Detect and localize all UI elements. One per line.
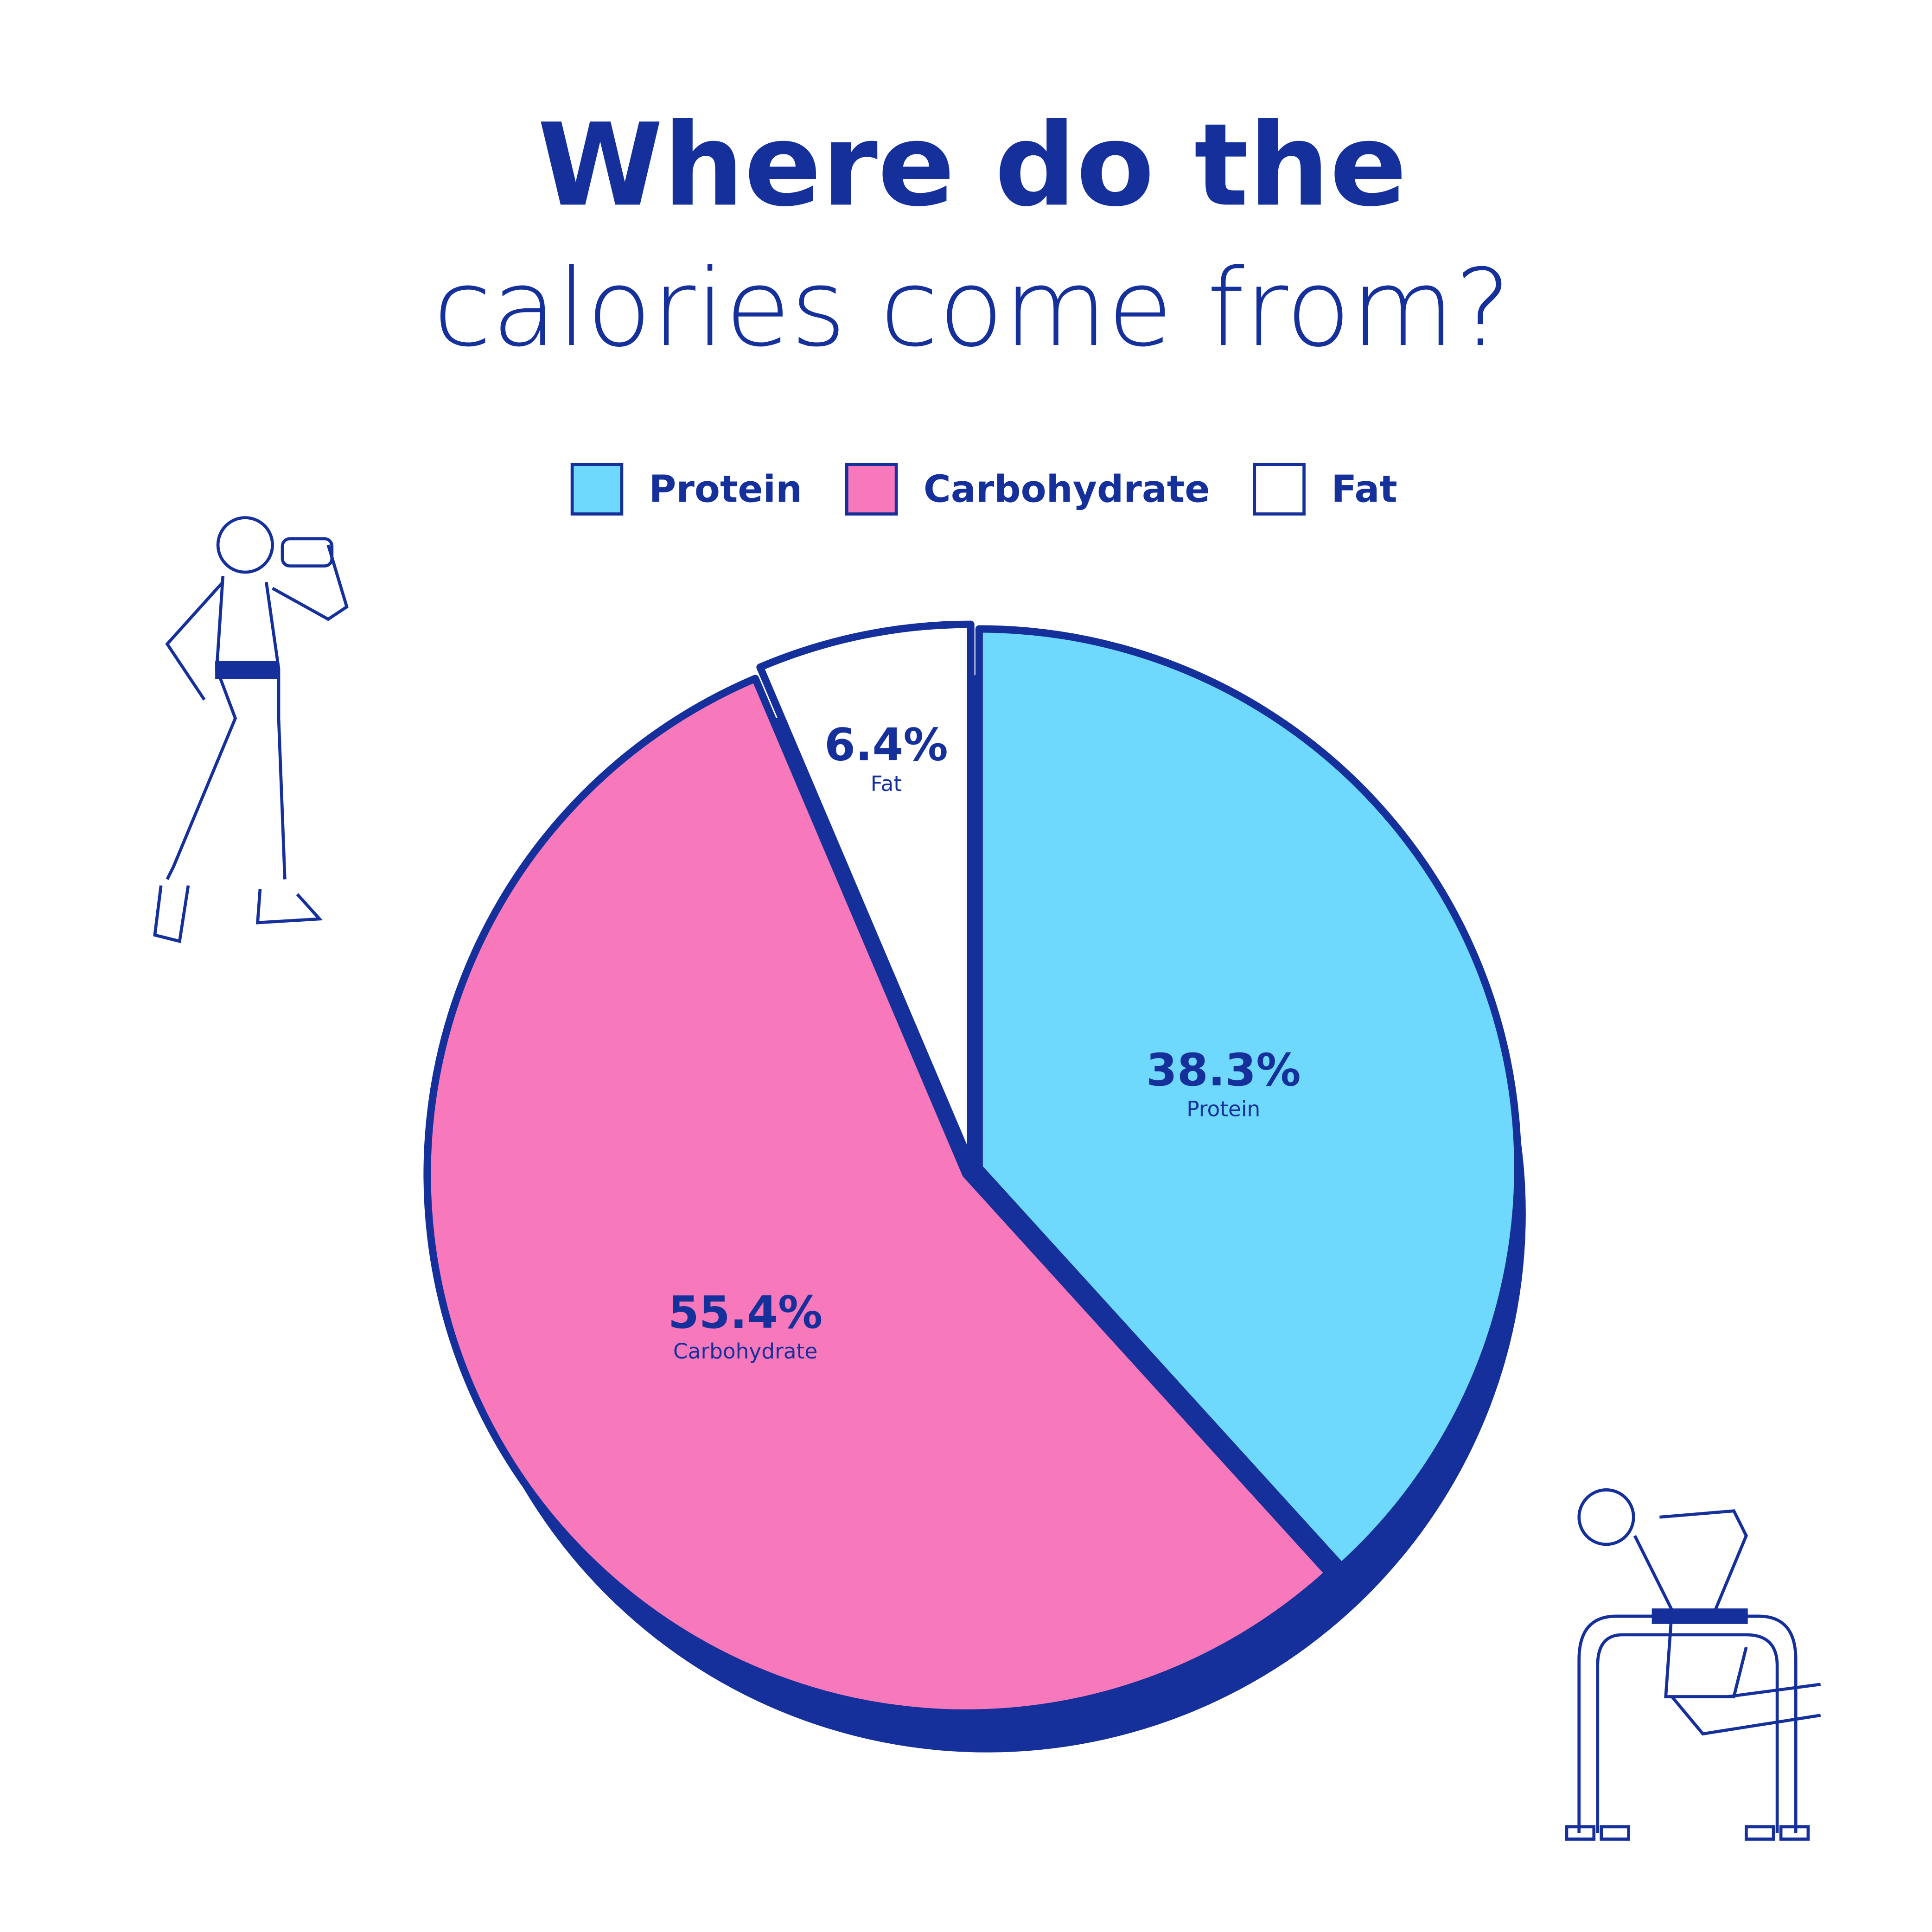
pie-slice <box>423 675 1332 1717</box>
chart-subtitle: calories come from? <box>433 247 1511 370</box>
slice-category-label: Protein <box>1186 1097 1260 1121</box>
legend: Protein Carbohydrate Fat <box>570 463 1397 516</box>
legend-label: Carbohydrate <box>924 467 1210 510</box>
legend-swatch <box>845 463 898 516</box>
legend-swatch <box>570 463 624 516</box>
pie-slice <box>975 625 1522 1570</box>
slice-value-label: 55.4% <box>668 1287 823 1339</box>
illustration-woman <box>153 516 349 944</box>
slice-value-label: 6.4% <box>824 719 948 771</box>
legend-swatch <box>1253 463 1306 516</box>
legend-label: Protein <box>649 467 802 510</box>
illustration-man <box>1565 1488 1821 1841</box>
slice-category-label: Carbohydrate <box>673 1339 817 1364</box>
slice-value-label: 38.3% <box>1146 1044 1301 1096</box>
pie: 38.3%Protein 55.4%Carbohydrate 6.4%Fat <box>423 620 1526 1753</box>
pie-slice <box>756 620 975 1167</box>
slice-category-label: Fat <box>871 772 902 796</box>
legend-label: Fat <box>1331 467 1397 510</box>
chart-title: Where do the <box>537 99 1407 231</box>
